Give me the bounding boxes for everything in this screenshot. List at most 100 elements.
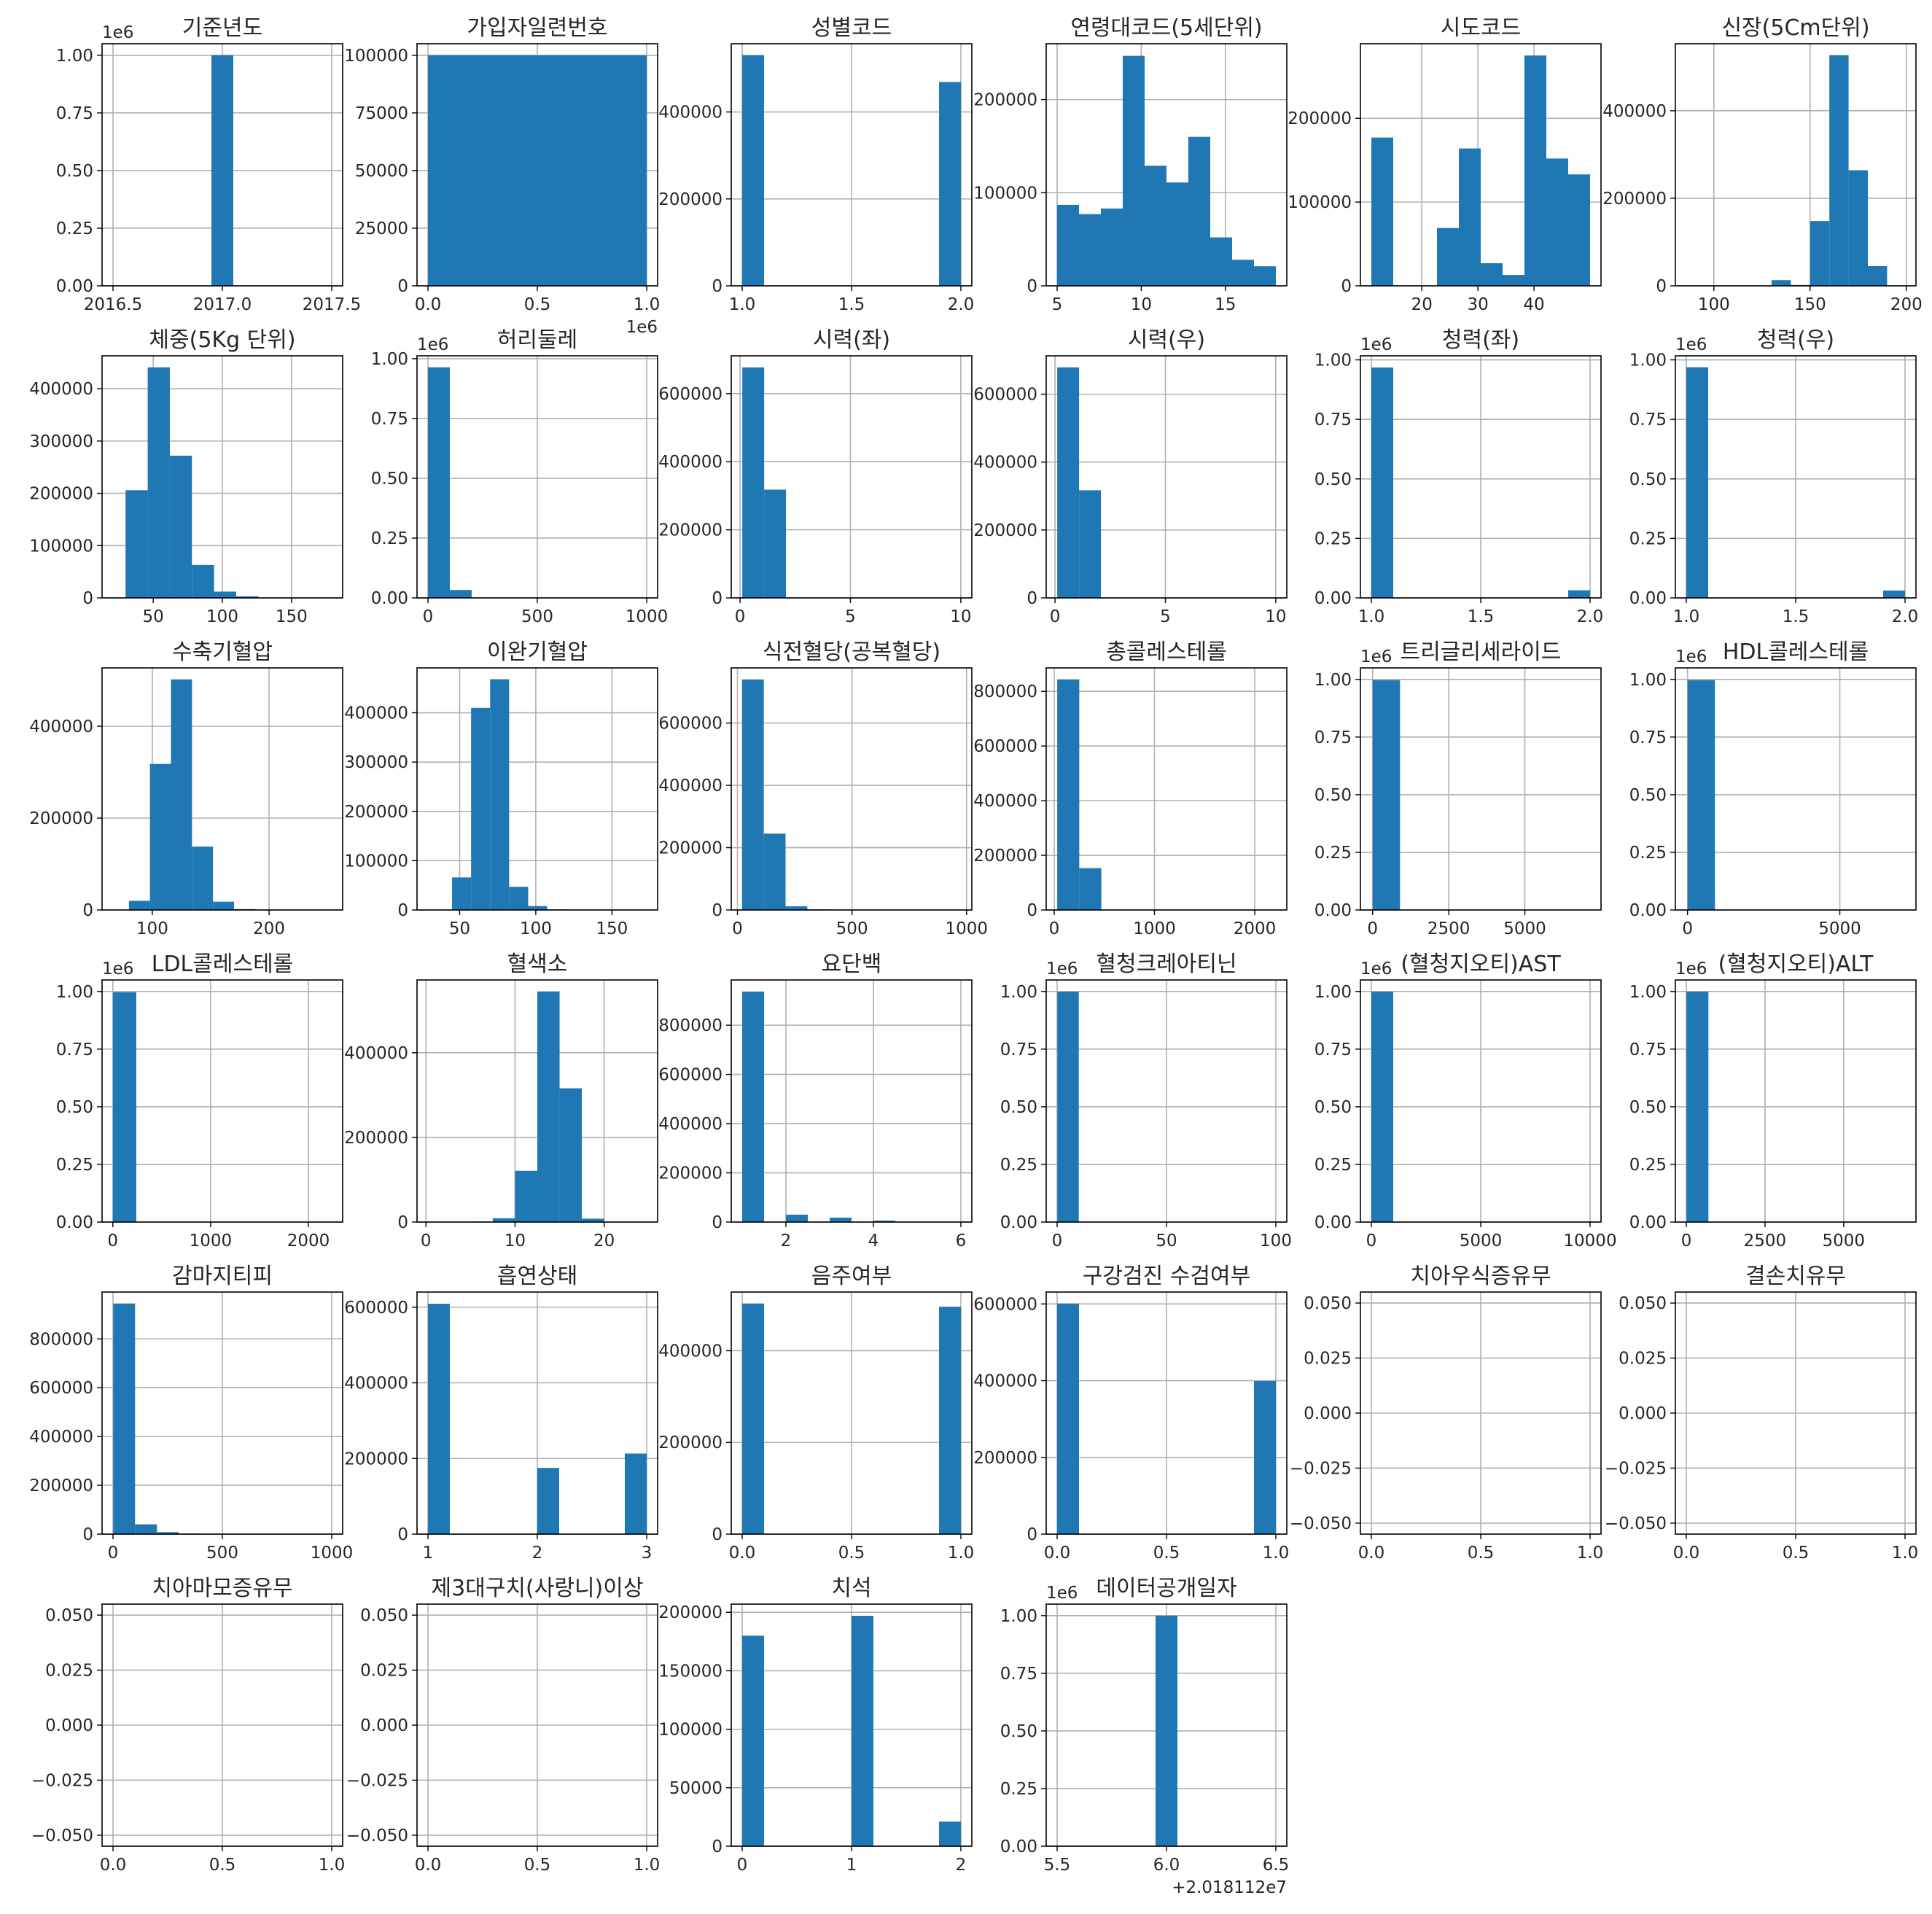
- y-tick-label: 200000: [344, 1129, 408, 1148]
- subplot-8: 허리둘레 0 500 1000 0.00 0.25 0.50 0.75 1.00 1e6: [371, 327, 668, 626]
- y-tick-label: 400000: [1602, 102, 1667, 121]
- y-tick-label: 50000: [355, 162, 408, 181]
- histogram-bar: [764, 489, 787, 598]
- x-tick-label: 50: [1156, 1232, 1177, 1250]
- histogram-bar: [490, 679, 510, 910]
- y-offset-label: 1e6: [102, 23, 133, 42]
- y-offset-label: 1e6: [1046, 1584, 1078, 1603]
- x-tick-label: 50: [449, 919, 470, 938]
- x-tick-label: 500: [521, 607, 553, 626]
- subplot-title: 성별코드: [811, 15, 892, 41]
- x-tick-label: 0: [732, 919, 743, 938]
- histogram-bar: [135, 1524, 157, 1534]
- axes-frame: [1045, 667, 1288, 911]
- histogram-bar: [1166, 182, 1188, 286]
- y-tick-label: 0.50: [1629, 1098, 1667, 1117]
- subplot-title: 데이터공개일자: [1096, 1576, 1236, 1601]
- subplot-title: 가입자일련번호: [467, 15, 607, 41]
- x-tick-label: 20: [1411, 295, 1433, 314]
- y-tick-label: 0.00: [56, 277, 93, 296]
- x-tick-label: 150: [276, 607, 308, 626]
- y-tick-label: 0: [712, 1837, 722, 1856]
- y-tick-label: 0.050: [45, 1606, 93, 1625]
- histogram-bar: [1101, 209, 1123, 286]
- x-tick-label: 2016.5: [84, 295, 142, 314]
- y-tick-label: 0.75: [1314, 1040, 1352, 1059]
- x-tick-label: 5: [1160, 607, 1171, 626]
- y-tick-label: −0.050: [1290, 1514, 1352, 1533]
- histogram-bar: [113, 1303, 136, 1534]
- y-tick-label: 0.25: [1629, 529, 1667, 548]
- x-tick-label: 0: [735, 607, 746, 626]
- histogram-bar: [603, 55, 625, 287]
- x-tick-label: 30: [1468, 295, 1489, 314]
- y-tick-label: 0.50: [1314, 470, 1352, 489]
- x-tick-label: 5000: [1818, 919, 1861, 938]
- y-tick-label: 0.75: [1314, 728, 1352, 747]
- subplot-title: 시력(우): [1128, 327, 1205, 353]
- x-tick-label: 10: [1131, 295, 1152, 314]
- y-tick-label: 0.25: [1629, 844, 1667, 863]
- histogram-bar: [450, 55, 472, 287]
- x-tick-label: 1.5: [838, 295, 865, 314]
- x-tick-label: 100: [136, 919, 168, 938]
- subplot-title: 트리글리세라이드: [1401, 639, 1562, 665]
- axes-frame: [416, 667, 658, 911]
- y-tick-label: 400000: [29, 717, 93, 736]
- subplot-20: 혈색소 0 10 20 0 200000 400000: [344, 952, 658, 1250]
- subplot-13: 수축기혈압 100 200 0 200000 400000: [29, 639, 343, 938]
- histogram-bar: [169, 455, 192, 598]
- subplot-title: 이완기혈압: [487, 639, 588, 665]
- y-tick-label: 0.75: [1629, 728, 1667, 747]
- y-tick-label: 0.75: [1629, 411, 1667, 429]
- y-tick-label: 0.000: [1304, 1404, 1352, 1423]
- x-tick-label: 200: [253, 919, 285, 938]
- y-tick-label: 0.025: [1619, 1350, 1667, 1369]
- histogram-bar: [1254, 1381, 1276, 1534]
- x-tick-label: 3: [642, 1544, 653, 1563]
- y-tick-label: 0.75: [56, 1040, 93, 1059]
- histogram-bar: [537, 55, 559, 287]
- x-tick-label: 0.5: [1468, 1544, 1495, 1563]
- y-tick-label: 0.050: [1304, 1294, 1352, 1313]
- x-tick-label: 0: [737, 1856, 748, 1875]
- x-tick-label: 100: [1260, 1232, 1292, 1250]
- y-tick-label: 0: [82, 1525, 93, 1544]
- y-tick-label: 400000: [344, 704, 408, 723]
- histogram-bar: [1868, 265, 1888, 286]
- y-tick-label: 1.00: [1314, 983, 1352, 1002]
- y-tick-label: 400000: [973, 1372, 1037, 1391]
- axes-frame: [731, 355, 973, 599]
- histogram-bar: [1810, 221, 1830, 286]
- axes-frame: [1675, 667, 1917, 911]
- histogram-bar: [625, 55, 647, 287]
- y-offset-label: 1e6: [1675, 647, 1707, 666]
- x-tick-label: 100: [520, 919, 552, 938]
- y-tick-label: 0.025: [45, 1662, 93, 1681]
- subplot-title: 청력(우): [1757, 327, 1834, 353]
- y-tick-label: 0.50: [371, 470, 408, 489]
- x-tick-label: 6.5: [1263, 1856, 1290, 1875]
- x-tick-label: 2017.0: [193, 295, 252, 314]
- y-tick-label: 0.000: [1619, 1404, 1667, 1423]
- subplot-31: 치아마모증유무 0.0 0.5 1.0 −0.050 −0.025 0.000 0.025 0.…: [31, 1576, 345, 1875]
- axes-frame: [1360, 43, 1602, 287]
- subplot-6: 신장(5Cm단위) 100 150 200 0 200000 400000: [1602, 15, 1923, 314]
- axes-frame: [101, 979, 343, 1223]
- x-tick-label: 5000: [1503, 919, 1546, 938]
- y-tick-label: 0.000: [360, 1716, 408, 1735]
- y-tick-label: 300000: [29, 432, 93, 451]
- y-tick-label: 0: [1027, 589, 1037, 608]
- y-tick-label: 1.00: [1629, 983, 1667, 1002]
- x-tick-label: 2: [956, 1856, 967, 1875]
- subplot-title: 시력(좌): [813, 327, 890, 353]
- y-tick-label: 400000: [29, 1428, 93, 1447]
- histogram-bar: [428, 55, 450, 287]
- subplot-23: (혈청지오티)AST 0 5000 10000 0.00 0.25 0.50 0.75 1.00…: [1314, 952, 1617, 1250]
- histogram-bar: [1156, 1615, 1177, 1846]
- x-tick-label: 0.5: [209, 1856, 236, 1875]
- y-tick-label: 0.50: [1314, 786, 1352, 805]
- y-tick-label: 400000: [658, 104, 722, 122]
- histogram-bar: [742, 55, 764, 286]
- subplot-28: 구강검진 수검여부 0.0 0.5 1.0 0 200000 400000 600000: [973, 1264, 1289, 1563]
